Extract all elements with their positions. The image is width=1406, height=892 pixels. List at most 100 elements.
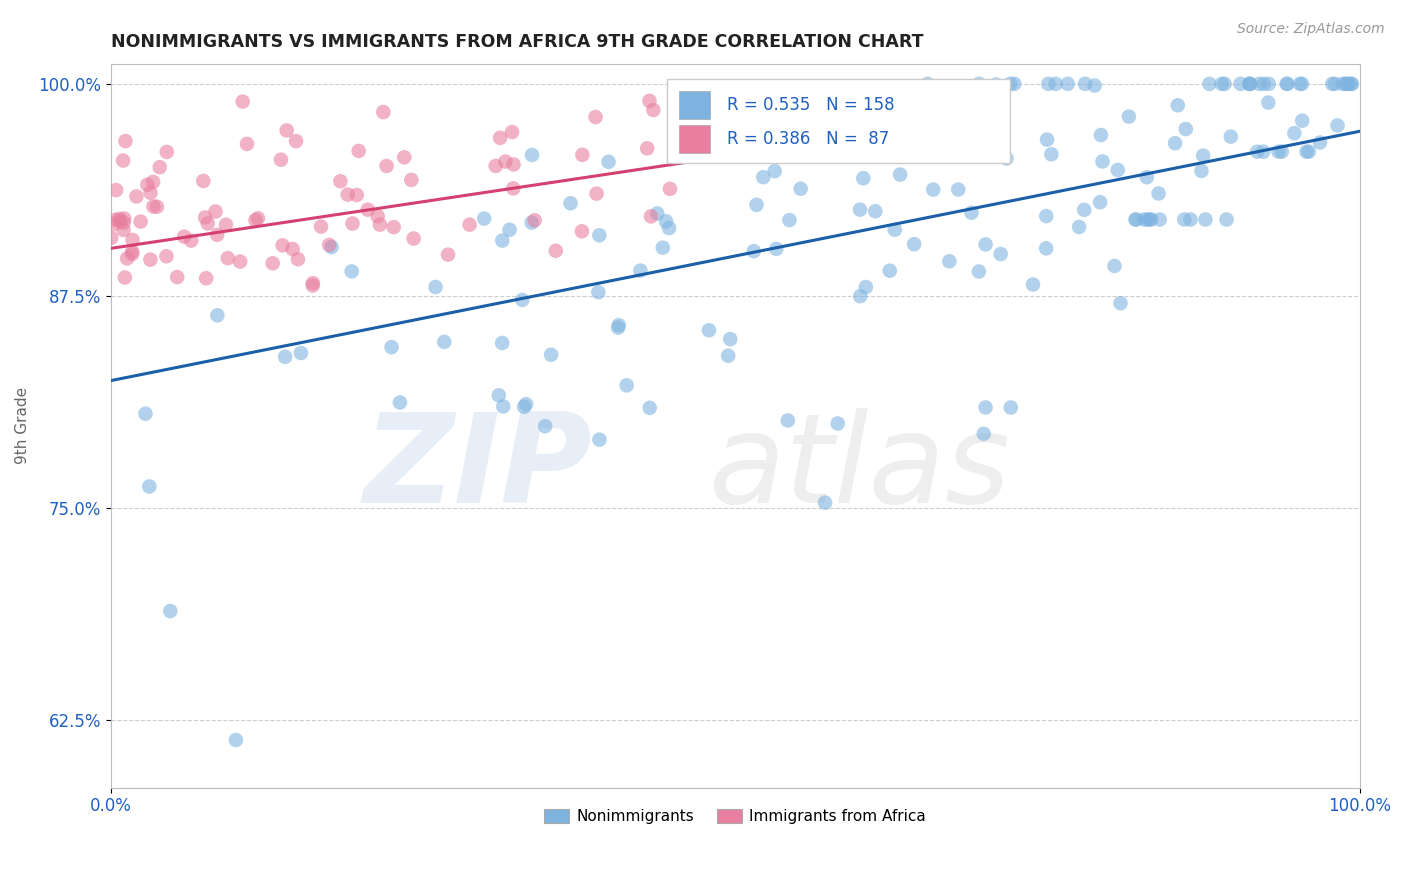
Point — [159, 604, 181, 618]
Point — [607, 320, 630, 334]
Point — [1000, 77, 1022, 91]
Point — [588, 433, 610, 447]
Point — [1118, 110, 1140, 124]
Point — [437, 247, 460, 261]
Point — [215, 218, 238, 232]
Point — [855, 280, 877, 294]
Point — [1167, 98, 1189, 112]
Point — [571, 148, 593, 162]
Point — [134, 407, 156, 421]
Point — [205, 227, 228, 242]
Point — [607, 318, 630, 333]
Point — [889, 168, 911, 182]
Point — [1326, 119, 1348, 133]
Point — [1173, 212, 1195, 227]
Text: ZIP: ZIP — [363, 409, 592, 530]
Point — [922, 183, 945, 197]
Point — [515, 397, 537, 411]
Point — [367, 209, 389, 223]
Point — [139, 252, 162, 267]
Point — [425, 280, 447, 294]
Point — [588, 228, 610, 243]
Point — [1331, 77, 1354, 91]
Point — [329, 174, 352, 188]
Point — [491, 336, 513, 351]
Point — [1257, 77, 1279, 91]
Point — [1139, 212, 1161, 227]
Point — [1289, 77, 1312, 91]
Point — [697, 323, 720, 337]
Point — [510, 293, 533, 307]
Point — [827, 417, 849, 431]
Point — [302, 276, 325, 290]
Point — [1149, 212, 1171, 227]
Point — [236, 136, 259, 151]
Point — [513, 400, 536, 414]
Point — [388, 395, 411, 409]
Point — [1125, 212, 1147, 227]
Text: R = 0.535   N = 158: R = 0.535 N = 158 — [727, 95, 894, 114]
Point — [498, 223, 520, 237]
Point — [217, 251, 239, 265]
Point — [1291, 113, 1313, 128]
Point — [523, 213, 546, 227]
Point — [585, 186, 607, 201]
Point — [246, 211, 269, 226]
Point — [571, 224, 593, 238]
Point — [194, 211, 217, 225]
Point — [821, 95, 844, 109]
Point — [960, 205, 983, 219]
Point — [1340, 77, 1362, 91]
Point — [375, 159, 398, 173]
Point — [1275, 77, 1298, 91]
Point — [1022, 277, 1045, 292]
Point — [204, 204, 226, 219]
Point — [149, 160, 172, 174]
Point — [1291, 77, 1313, 91]
Point — [1147, 186, 1170, 201]
Point — [125, 189, 148, 203]
Point — [318, 238, 340, 252]
Point — [1229, 77, 1251, 91]
Point — [1277, 77, 1299, 91]
Point — [598, 154, 620, 169]
Point — [1174, 122, 1197, 136]
Point — [647, 206, 669, 220]
Point — [301, 278, 323, 293]
Point — [967, 77, 990, 91]
Point — [114, 134, 136, 148]
Point — [112, 153, 135, 168]
Point — [520, 148, 543, 162]
Point — [786, 104, 808, 119]
Point — [195, 271, 218, 285]
Point — [1040, 147, 1063, 161]
Point — [668, 145, 690, 160]
Point — [485, 159, 508, 173]
Point — [1002, 77, 1025, 91]
Point — [1045, 77, 1067, 91]
Point — [544, 244, 567, 258]
Point — [271, 238, 294, 252]
Point — [458, 218, 481, 232]
Point — [1309, 136, 1331, 150]
Point — [616, 378, 638, 392]
Point — [1074, 77, 1097, 91]
Point — [232, 95, 254, 109]
Point — [882, 145, 904, 159]
Point — [146, 200, 169, 214]
Point — [789, 182, 811, 196]
Point — [752, 79, 775, 94]
Point — [229, 254, 252, 268]
Point — [402, 231, 425, 245]
Point — [197, 216, 219, 230]
Point — [1219, 129, 1241, 144]
Point — [776, 413, 799, 427]
Point — [745, 198, 768, 212]
Point — [1298, 145, 1320, 159]
Text: NONIMMIGRANTS VS IMMIGRANTS FROM AFRICA 9TH GRADE CORRELATION CHART: NONIMMIGRANTS VS IMMIGRANTS FROM AFRICA … — [111, 33, 924, 51]
Point — [1035, 209, 1057, 223]
Point — [112, 216, 135, 230]
Point — [121, 233, 143, 247]
Point — [763, 164, 786, 178]
Point — [281, 242, 304, 256]
